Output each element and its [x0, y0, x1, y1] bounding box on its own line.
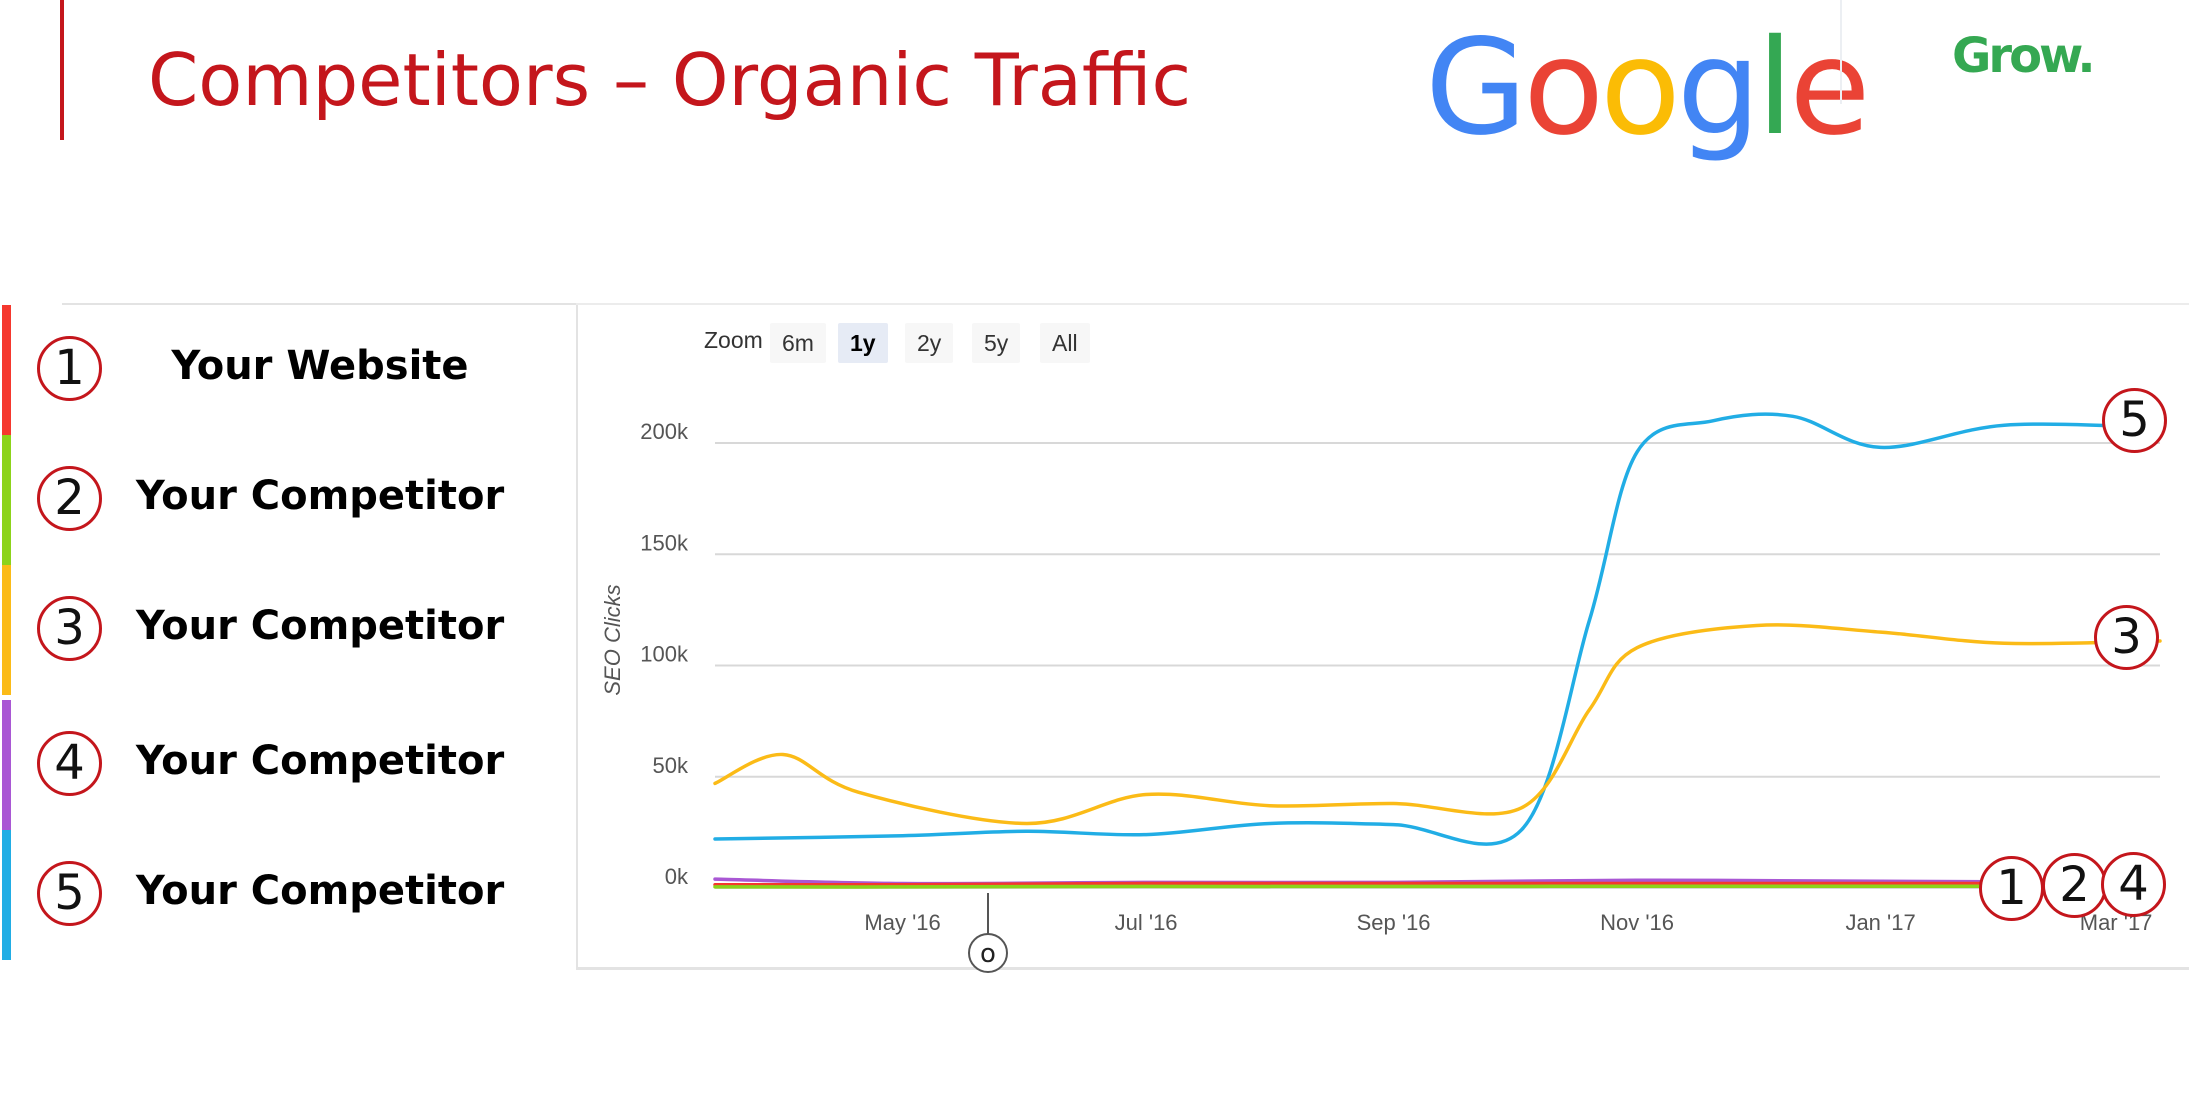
legend-color-stripe — [2, 565, 11, 695]
x-tick-label: May '16 — [864, 910, 940, 935]
legend-color-stripe — [2, 305, 11, 435]
legend-number-badge: 3 — [37, 596, 102, 661]
x-tick-label: Sep '16 — [1357, 910, 1431, 935]
legend-item: 3 Your Competitor — [0, 565, 560, 695]
series-line-5 — [713, 412, 2162, 846]
legend-color-stripe — [2, 700, 11, 830]
legend-panel — [62, 303, 578, 967]
google-logo-letter: l — [1756, 11, 1794, 165]
legend-item: 5 Your Competitor — [0, 830, 560, 960]
legend-color-stripe — [2, 830, 11, 960]
flag-marker-label: o — [980, 939, 996, 969]
google-logo-letter: G — [1425, 11, 1527, 165]
slide-title: Competitors – Organic Traffic — [148, 38, 1192, 122]
series-number-marker: 5 — [2102, 388, 2167, 453]
legend-label: Your Competitor — [135, 738, 505, 784]
x-tick-label: Jul '16 — [1115, 910, 1178, 935]
google-logo: Google — [1425, 22, 1871, 154]
y-tick-label: 100k — [640, 642, 689, 667]
grow-logo: Grow. — [1952, 28, 2096, 84]
x-tick-label: Jan '17 — [1845, 910, 1915, 935]
series-line-1 — [713, 881, 2162, 887]
legend-item: 4 Your Competitor — [0, 700, 560, 830]
x-tick-label: Nov '16 — [1600, 910, 1674, 935]
series-number-marker: 1 — [1979, 856, 2044, 921]
zoom-button-2y[interactable]: 2y — [905, 323, 954, 363]
google-logo-letter: o — [1523, 11, 1604, 165]
legend-label: Your Competitor — [135, 473, 505, 519]
logo-divider — [1840, 0, 1842, 104]
google-logo-letter: g — [1676, 11, 1761, 165]
legend-number-badge: 2 — [37, 466, 102, 531]
y-axis-label: SEO Clicks — [600, 584, 625, 695]
series-line-3 — [713, 623, 2162, 826]
y-tick-label: 150k — [640, 530, 689, 555]
google-logo-letter: o — [1600, 11, 1681, 165]
legend-label: Your Website — [171, 343, 469, 389]
zoom-button-All[interactable]: All — [1040, 323, 1090, 363]
zoom-label: Zoom — [704, 327, 763, 353]
chart-panel — [576, 303, 2189, 970]
y-tick-label: 200k — [640, 419, 689, 444]
legend-number-badge: 5 — [37, 861, 102, 926]
zoom-button-1y[interactable]: 1y — [838, 323, 888, 363]
legend-label: Your Competitor — [135, 603, 505, 649]
y-tick-label: 50k — [653, 753, 689, 778]
google-logo-letter: e — [1789, 11, 1870, 165]
title-accent-bar — [60, 0, 64, 140]
legend-number-badge: 4 — [37, 731, 102, 796]
legend-item: 1 Your Website — [0, 305, 560, 435]
y-tick-label: 0k — [665, 864, 689, 889]
series-number-marker: 2 — [2042, 853, 2107, 918]
series-number-marker: 4 — [2101, 852, 2166, 917]
flag-marker-circle — [968, 933, 1008, 973]
legend-number-badge: 1 — [37, 336, 102, 401]
zoom-button-6m[interactable]: 6m — [770, 323, 826, 363]
legend-color-stripe — [2, 435, 11, 565]
zoom-button-5y[interactable]: 5y — [972, 323, 1021, 363]
series-line-2 — [713, 884, 2162, 889]
series-number-marker: 3 — [2094, 605, 2159, 670]
legend-item: 2 Your Competitor — [0, 435, 560, 565]
legend-label: Your Competitor — [135, 868, 505, 914]
